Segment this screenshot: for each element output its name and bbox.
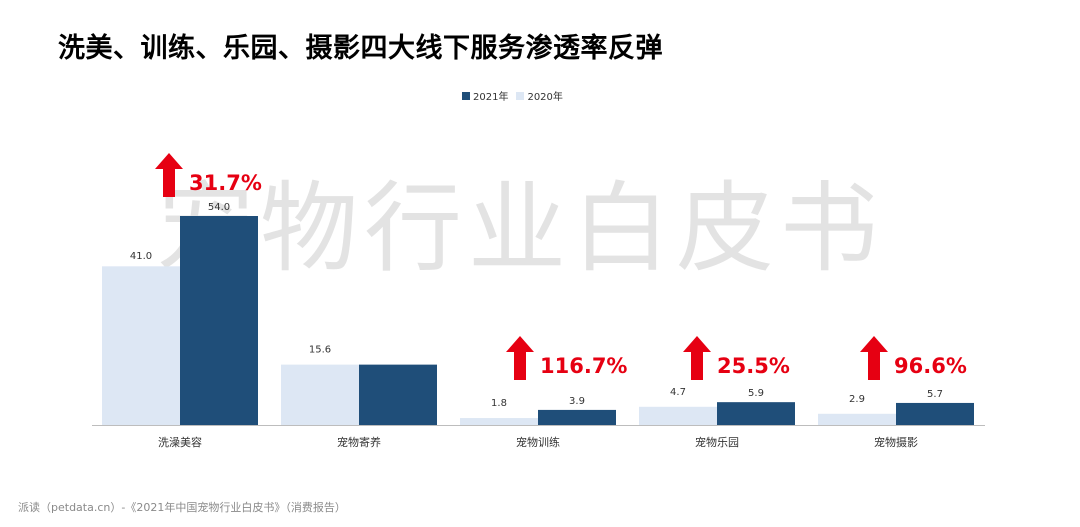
legend-item-2021: 2021年 bbox=[462, 88, 508, 103]
bar-2021-2 bbox=[538, 409, 616, 425]
bar-2020-0 bbox=[102, 266, 180, 425]
red-up-arrow-icon bbox=[155, 153, 183, 197]
legend-item-2020: 2020年 bbox=[516, 88, 563, 103]
category-label-1: 宠物寄养 bbox=[337, 435, 381, 449]
bar-2020-4 bbox=[818, 413, 896, 425]
category-label-0: 洗澡美容 bbox=[158, 435, 202, 449]
chart-legend: 2021年 2020年 bbox=[462, 88, 563, 103]
category-label-3: 宠物乐园 bbox=[695, 435, 739, 449]
bar-2020-3 bbox=[639, 406, 717, 425]
growth-rate-label-0: 31.7% bbox=[189, 171, 262, 195]
bar-2021-3 bbox=[717, 402, 795, 425]
data-label-2020-2: 1.8 bbox=[491, 398, 507, 409]
category-label-4: 宠物摄影 bbox=[874, 435, 918, 449]
bar-2021-4 bbox=[896, 402, 974, 425]
red-up-arrow-icon bbox=[860, 336, 888, 380]
growth-rate-label-2: 25.5% bbox=[717, 354, 790, 378]
data-label-2021-3: 5.9 bbox=[748, 388, 764, 399]
data-label-2020-1: 15.6 bbox=[309, 345, 331, 356]
bar-2021-1 bbox=[359, 364, 437, 425]
category-label-2: 宠物训练 bbox=[516, 435, 560, 449]
bar-2020-2 bbox=[460, 418, 538, 425]
data-label-2020-3: 4.7 bbox=[670, 387, 686, 398]
data-label-2021-4: 5.7 bbox=[927, 389, 943, 400]
page-title: 洗美、训练、乐园、摄影四大线下服务渗透率反弹 bbox=[58, 33, 663, 64]
legend-label-2021: 2021年 bbox=[473, 92, 509, 103]
data-label-2020-4: 2.9 bbox=[849, 394, 865, 405]
data-label-2021-0: 54.0 bbox=[208, 202, 230, 213]
legend-swatch-2021 bbox=[462, 91, 470, 100]
bar-2020-1 bbox=[281, 364, 359, 425]
red-up-arrow-icon bbox=[506, 336, 534, 380]
growth-rate-label-1: 116.7% bbox=[540, 354, 627, 378]
bar-2021-0 bbox=[180, 216, 258, 425]
source-footnote: 派读（petdata.cn）-《2021年中国宠物行业白皮书》（消费报告） bbox=[18, 501, 346, 514]
legend-label-2020: 2020年 bbox=[527, 92, 563, 103]
growth-rate-label-3: 96.6% bbox=[894, 354, 967, 378]
watermark-text: 宠物行业白皮书 bbox=[156, 172, 884, 286]
data-label-2021-2: 3.9 bbox=[569, 396, 585, 407]
red-up-arrow-icon bbox=[683, 336, 711, 380]
legend-swatch-2020 bbox=[516, 91, 525, 100]
data-label-2020-0: 41.0 bbox=[130, 251, 152, 262]
